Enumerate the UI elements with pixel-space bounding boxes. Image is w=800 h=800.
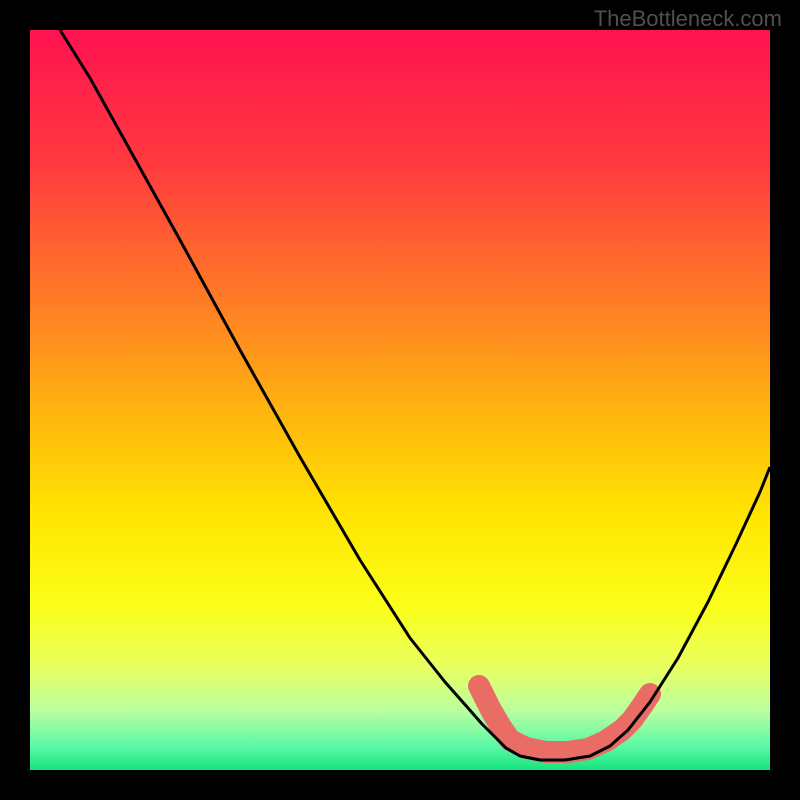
watermark-text: TheBottleneck.com xyxy=(594,6,782,32)
plot-curves xyxy=(30,30,770,770)
highlight-band xyxy=(479,686,650,752)
bottleneck-curve xyxy=(60,30,770,760)
plot-area xyxy=(30,30,770,770)
